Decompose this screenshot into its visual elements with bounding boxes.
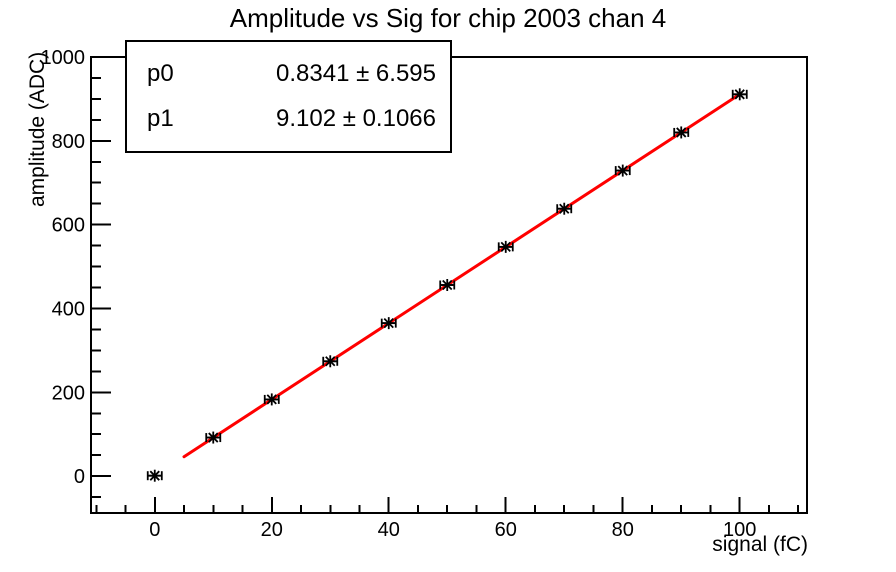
fit-line bbox=[182, 92, 742, 459]
data-point bbox=[322, 355, 339, 368]
x-tick-label: 60 bbox=[495, 519, 517, 541]
data-point bbox=[556, 202, 573, 215]
x-tick-label: 0 bbox=[149, 519, 160, 541]
data-point bbox=[146, 469, 163, 482]
param-name-p0: p0 bbox=[147, 59, 174, 87]
x-axis-title: signal (fC) bbox=[712, 533, 808, 556]
fit-stats-box: p0 0.8341 ± 6.595 p1 9.102 ± 0.1066 bbox=[125, 40, 452, 153]
y-axis-title: amplitude (ADC) bbox=[26, 51, 49, 207]
x-tick-label: 40 bbox=[378, 519, 400, 541]
y-tick-label: 800 bbox=[52, 131, 85, 153]
data-point bbox=[439, 279, 456, 291]
data-point bbox=[380, 317, 397, 330]
data-point bbox=[263, 393, 280, 406]
param-value-p0: 0.8341 ± 6.595 bbox=[276, 59, 436, 87]
data-point bbox=[205, 431, 222, 444]
chart-title: Amplitude vs Sig for chip 2003 chan 4 bbox=[229, 3, 667, 33]
x-tick-label: 20 bbox=[261, 519, 283, 541]
param-value-p1: 9.102 ± 0.1066 bbox=[276, 105, 436, 133]
y-tick-label: 200 bbox=[52, 382, 85, 404]
y-tick-label: 0 bbox=[74, 466, 85, 488]
y-axis-ticks: 0 200 400 600 800 1000 bbox=[41, 47, 111, 499]
stats-row-p0: p0 0.8341 ± 6.595 bbox=[127, 60, 450, 88]
y-tick-label: 600 bbox=[52, 215, 85, 237]
data-point bbox=[673, 126, 690, 139]
x-tick-label: 80 bbox=[612, 519, 634, 541]
x-tick-label: 100 bbox=[723, 519, 756, 541]
stats-row-p1: p1 9.102 ± 0.1066 bbox=[127, 105, 450, 133]
y-tick-label: 400 bbox=[52, 298, 85, 320]
param-name-p1: p1 bbox=[147, 105, 174, 133]
data-point bbox=[614, 164, 631, 177]
data-point bbox=[497, 240, 514, 253]
data-point bbox=[731, 88, 748, 101]
y-tick-label: 1000 bbox=[41, 47, 86, 69]
x-axis-ticks: 0 20 40 60 80 100 bbox=[95, 497, 800, 541]
data-points bbox=[146, 88, 748, 482]
